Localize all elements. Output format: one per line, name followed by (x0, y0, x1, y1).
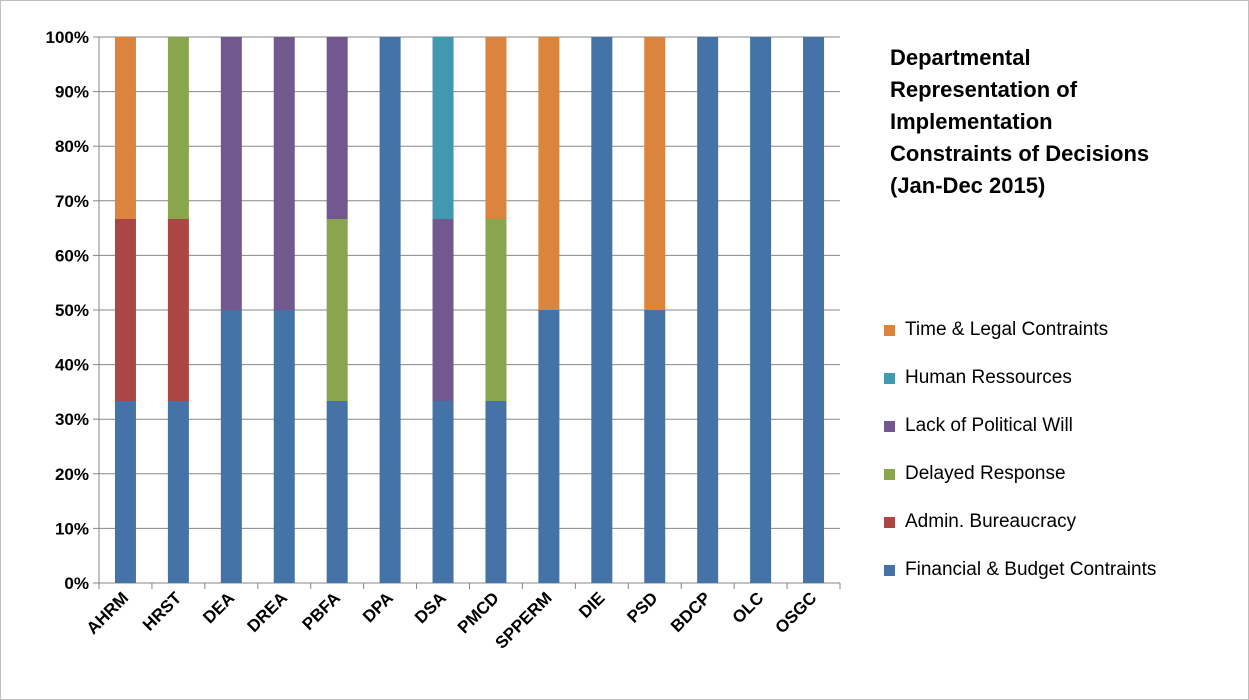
bar-segment (326, 37, 348, 219)
legend-item: Time & Legal Contraints (884, 306, 1156, 354)
chart-title: Departmental Representation of Implement… (890, 42, 1230, 202)
x-tick-label: PSD (623, 588, 661, 626)
legend-item: Human Ressources (884, 354, 1156, 402)
bar-segment (485, 219, 507, 401)
bar-segment (273, 310, 295, 583)
x-tick-label: PMCD (454, 588, 503, 637)
legend-swatch (884, 372, 895, 384)
bar-segment (485, 37, 507, 219)
bar-segment (591, 37, 613, 583)
bar-segment (485, 401, 507, 583)
bar-segment (114, 37, 136, 219)
bar-segment (750, 37, 772, 583)
legend-label: Admin. Bureaucracy (905, 511, 1077, 532)
legend-label: Lack of Political Will (905, 415, 1073, 436)
bar-segment (167, 37, 189, 219)
y-tick-label: 40% (55, 356, 89, 375)
x-tick-label: DSA (411, 588, 450, 627)
x-tick-label: DEA (199, 588, 238, 627)
legend-item: Lack of Political Will (884, 402, 1156, 450)
chart-legend: Time & Legal Contraints Human Ressources L… (884, 306, 1156, 594)
y-tick-label: 100% (46, 28, 89, 47)
legend-swatch (884, 564, 895, 576)
legend-swatch (884, 468, 895, 480)
y-tick-label: 10% (55, 519, 89, 538)
x-tick-label: DREA (244, 588, 291, 635)
legend-label: Financial & Budget Contraints (905, 559, 1157, 580)
legend-swatch (884, 420, 895, 432)
legend-label: Human Ressources (905, 367, 1072, 388)
bar-segment (220, 310, 242, 583)
chart-title-line: Departmental (890, 45, 1031, 70)
legend-item: Delayed Response (884, 450, 1156, 498)
bar-segment (379, 37, 401, 583)
bar-segment (114, 401, 136, 583)
bar-segment (538, 37, 560, 310)
bar-segment (167, 401, 189, 583)
bar-segment (273, 37, 295, 310)
bar-segment (644, 310, 666, 583)
y-tick-label: 30% (55, 410, 89, 429)
x-tick-label: DIE (575, 588, 608, 621)
chart-title-line: (Jan-Dec 2015) (890, 173, 1046, 198)
y-tick-label: 20% (55, 465, 89, 484)
x-tick-label: DPA (359, 588, 397, 626)
x-tick-label: SPPERM (492, 588, 556, 652)
x-tick-label: PBFA (299, 588, 344, 633)
legend-label: Delayed Response (905, 463, 1066, 484)
y-tick-label: 90% (55, 83, 89, 102)
bar-segment (697, 37, 719, 583)
legend-item: Financial & Budget Contraints (884, 546, 1156, 594)
x-tick-label: HRST (139, 588, 186, 635)
y-tick-label: 60% (55, 246, 89, 265)
bar-segment (167, 219, 189, 401)
bar-segment (432, 37, 454, 219)
y-tick-label: 50% (55, 301, 89, 320)
x-tick-label: AHRM (83, 588, 132, 637)
bar-segment (538, 310, 560, 583)
x-tick-label: OLC (729, 588, 768, 627)
bar-segment (644, 37, 666, 310)
bar-segment (803, 37, 825, 583)
bar-segment (326, 219, 348, 401)
x-tick-label: BDCP (667, 588, 714, 635)
x-tick-label: OSGC (772, 588, 821, 637)
legend-swatch (884, 516, 895, 528)
bar-segment (326, 401, 348, 583)
bar-segment (220, 37, 242, 310)
chart-title-line: Implementation (890, 109, 1053, 134)
legend-swatch (884, 324, 895, 336)
bar-segment (432, 219, 454, 401)
legend-label: Time & Legal Contraints (905, 319, 1109, 340)
y-tick-label: 0% (64, 574, 89, 593)
chart-title-line: Representation of (890, 77, 1078, 102)
y-tick-label: 70% (55, 192, 89, 211)
bar-segment (432, 401, 454, 583)
bar-segment (114, 219, 136, 401)
legend-item: Admin. Bureaucracy (884, 498, 1156, 546)
y-tick-label: 80% (55, 137, 89, 156)
chart-title-line: Constraints of Decisions (890, 141, 1150, 166)
